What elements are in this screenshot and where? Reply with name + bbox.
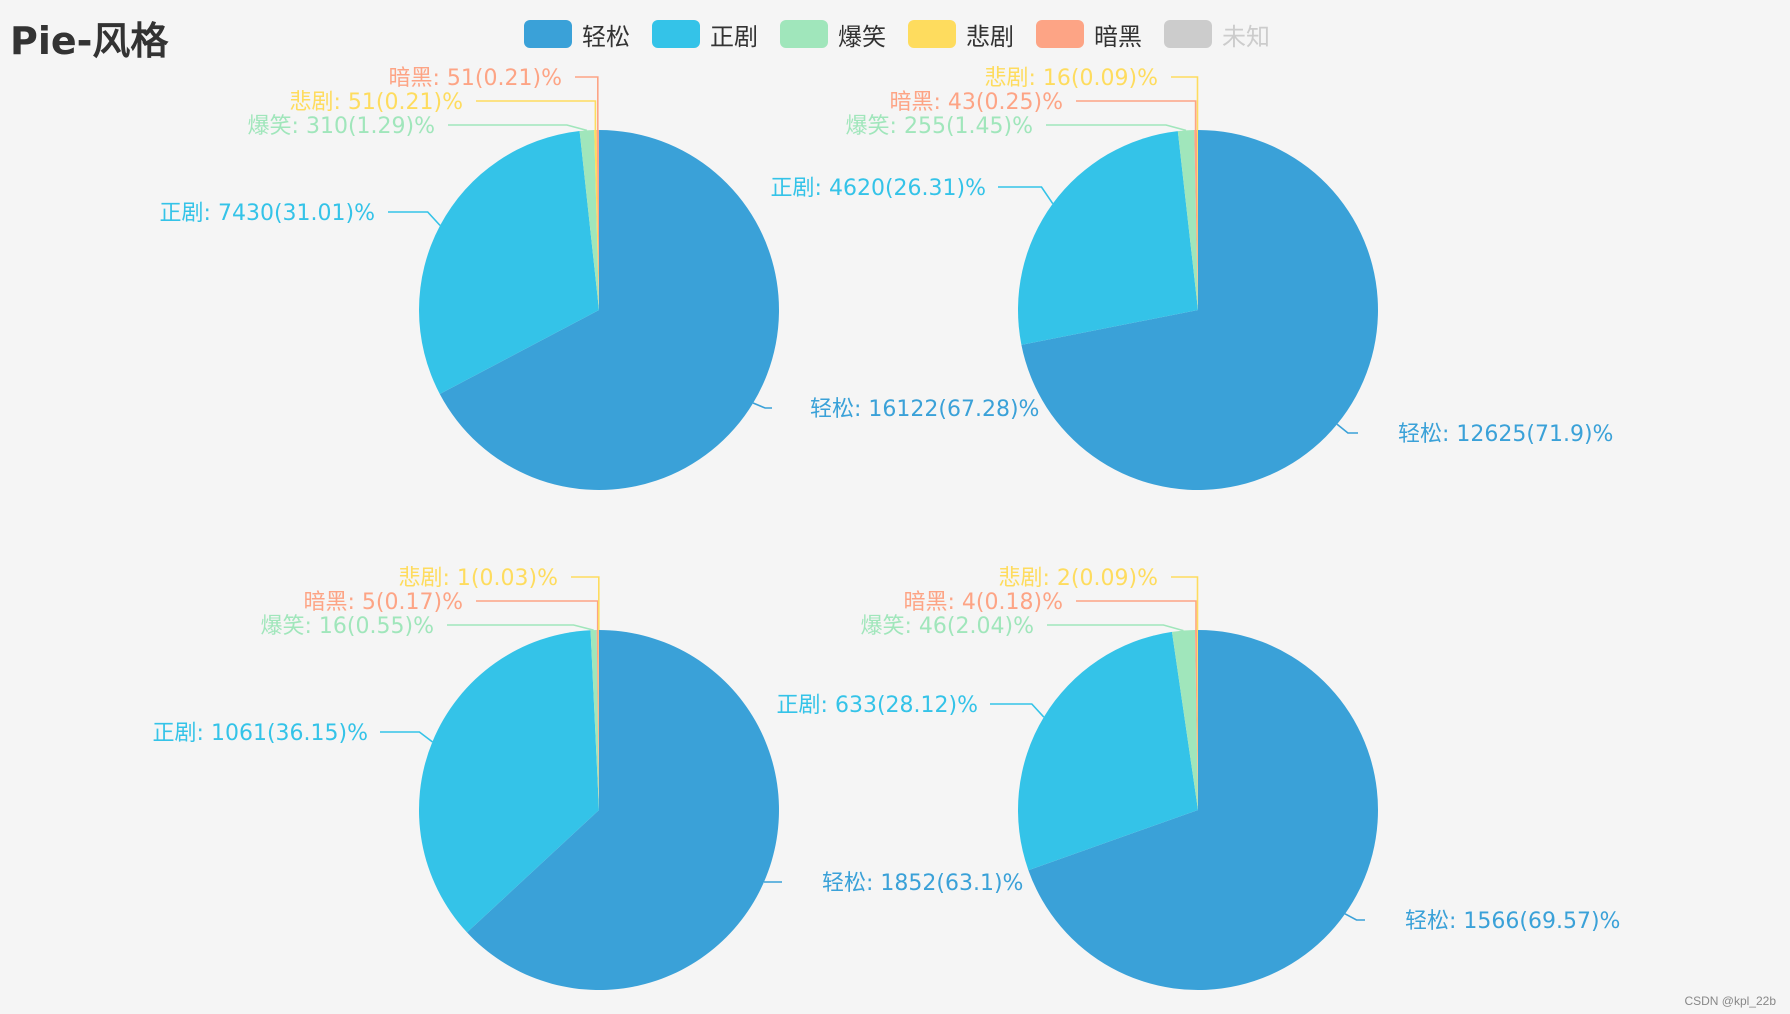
legend-swatch [1164,20,1212,48]
legend-swatch [524,20,572,48]
leader-line [380,731,433,743]
slice-label: 正剧: 7430(31.01)% [160,201,375,226]
leader-line [1344,913,1365,921]
leader-line [1171,576,1199,630]
pie-slice[interactable] [1017,631,1198,871]
legend-label: 正剧 [710,22,758,51]
slice-label: 正剧: 4620(26.31)% [771,176,986,201]
pie-slice[interactable] [596,630,599,810]
pie-slice[interactable] [439,130,780,490]
legend-label: 未知 [1222,22,1270,51]
pie-slice[interactable] [1197,629,1198,810]
leader-line [1076,600,1197,630]
pie-slice[interactable] [419,131,599,394]
slice-label: 悲剧: 16(0.09)% [985,66,1158,91]
slice-label: 轻松: 12625(71.9)% [1398,422,1613,447]
leader-line [575,76,599,130]
leader-line [1171,76,1199,130]
leader-line [476,600,599,630]
legend-item-4[interactable]: 暗黑 [1036,14,1142,54]
pie-4: 轻松: 1566(69.57)% 正剧: 633(28.12)% 爆笑: 46(2.… [777,566,1620,990]
pie-slice[interactable] [590,630,599,810]
pie-slice[interactable] [596,130,599,310]
slice-label: 爆笑: 310(1.29)% [248,114,435,139]
slice-label: 暗黑: 43(0.25)% [890,90,1063,115]
legend: 轻松 正剧 爆笑 悲剧 暗黑 未知 [0,14,1790,54]
legend-label: 爆笑 [838,22,886,51]
legend-swatch [780,20,828,48]
pie-3: 轻松: 1852(63.1)% 正剧: 1061(36.15)% 爆笑: 16(0.… [153,566,1023,991]
leader-line [388,211,441,227]
leader-line [752,402,772,409]
slice-label: 轻松: 16122(67.28)% [810,397,1039,422]
leader-line [1047,624,1184,632]
leader-line [571,576,600,630]
legend-item-1[interactable]: 正剧 [652,14,758,54]
pie-slice[interactable] [1171,630,1198,810]
legend-swatch [908,20,956,48]
legend-item-5[interactable]: 未知 [1164,14,1270,54]
pie-slice[interactable] [1196,129,1198,310]
pie-1: 轻松: 16122(67.28)% 正剧: 7430(31.01)% 爆笑: 310… [160,66,1039,490]
legend-swatch [1036,20,1084,48]
leader-line [448,124,588,132]
slice-label: 爆笑: 16(0.55)% [261,614,434,639]
pie-slice[interactable] [467,630,779,991]
leader-line [1046,124,1187,132]
legend-label: 轻松 [582,22,630,51]
pie-slice[interactable] [579,130,599,310]
slice-label: 悲剧: 2(0.09)% [999,566,1158,591]
leader-line [990,703,1045,718]
legend-swatch [652,20,700,48]
pie-slice[interactable] [418,630,599,933]
slice-label: 暗黑: 5(0.17)% [304,590,463,615]
watermark: CSDN @kpl_22b [1684,994,1776,1008]
leader-line [1336,423,1358,434]
legend-item-3[interactable]: 悲剧 [908,14,1014,54]
legend-label: 暗黑 [1094,22,1142,51]
slice-label: 正剧: 1061(36.15)% [153,721,368,746]
legend-item-0[interactable]: 轻松 [524,14,630,54]
slice-label: 爆笑: 46(2.04)% [861,614,1034,639]
leader-line [447,624,594,631]
leader-line [1076,100,1197,130]
slice-label: 轻松: 1852(63.1)% [822,871,1023,896]
slice-label: 暗黑: 4(0.18)% [904,590,1063,615]
chart-title: Pie-风格 [10,19,169,63]
slice-label: 爆笑: 255(1.45)% [846,114,1033,139]
slice-label: 悲剧: 51(0.21)% [290,90,463,115]
slice-label: 正剧: 633(28.12)% [777,693,978,718]
leader-line [476,100,597,130]
pie-slice[interactable] [1194,130,1198,310]
slice-label: 轻松: 1566(69.57)% [1405,909,1620,934]
pie-slice[interactable] [1021,130,1378,490]
pie-2: 轻松: 12625(71.9)% 正剧: 4620(26.31)% 爆笑: 255(… [771,66,1613,490]
slice-label: 悲剧: 1(0.03)% [399,566,558,591]
pie-slice[interactable] [1017,131,1198,345]
pie-slice[interactable] [1194,630,1198,810]
legend-label: 悲剧 [966,22,1014,51]
pie-slice[interactable] [594,130,599,310]
pie-slice[interactable] [1028,630,1379,990]
pie-slice[interactable] [1177,130,1198,310]
legend-item-2[interactable]: 爆笑 [780,14,886,54]
slice-label: 暗黑: 51(0.21)% [389,66,562,91]
leader-line [998,186,1054,205]
